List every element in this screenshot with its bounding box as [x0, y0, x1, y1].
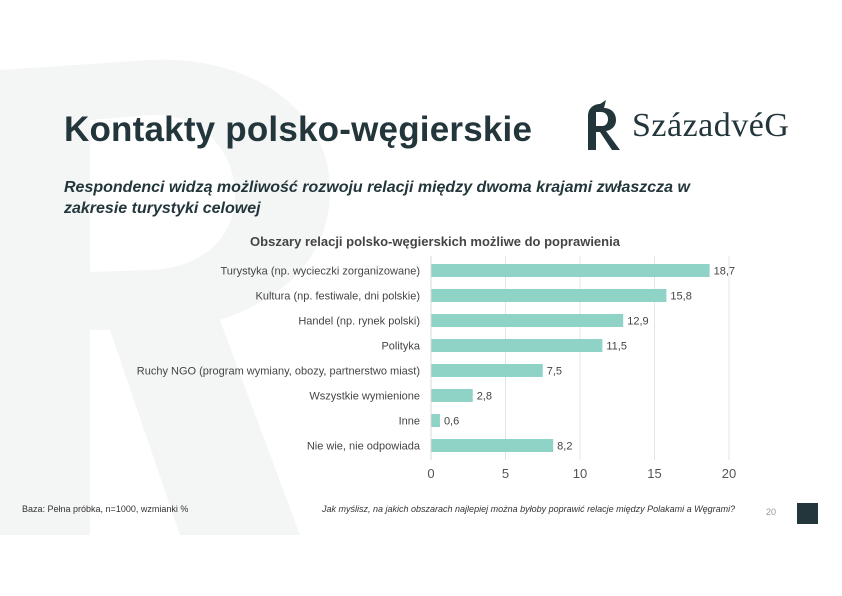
szazadveg-logo-icon [588, 100, 620, 150]
x-tick-label: 20 [722, 466, 736, 481]
bar-value-label: 7,5 [547, 366, 562, 378]
bar [431, 389, 473, 402]
bar [431, 289, 667, 302]
bar-value-label: 2,8 [477, 391, 492, 403]
bar [431, 264, 710, 277]
page-subtitle: Respondenci widzą możliwość rozwoju rela… [64, 179, 690, 217]
category-label: Turystyka (np. wycieczki zorganizowane) [221, 266, 421, 278]
bar [431, 314, 624, 327]
category-label: Polityka [381, 341, 420, 353]
bar [431, 339, 603, 352]
szazadveg-logo: SzázadvéG [586, 98, 789, 154]
category-label: Inne [399, 416, 420, 428]
bar-value-label: 0,6 [444, 416, 459, 428]
bar-value-label: 15,8 [670, 291, 691, 303]
bar [431, 439, 554, 452]
bar [431, 414, 440, 427]
bar-chart: Obszary relacji polsko-węgierskich możli… [0, 228, 842, 490]
category-label: Handel (np. rynek polski) [298, 316, 420, 328]
x-tick-label: 5 [502, 466, 509, 481]
x-tick-label: 10 [573, 466, 587, 481]
bar-value-label: 18,7 [714, 266, 735, 278]
chart-title: Obszary relacji polsko-węgierskich możli… [250, 234, 620, 249]
logo-wordmark: SzázadvéG [632, 107, 790, 144]
category-label: Nie wie, nie odpowiada [307, 441, 421, 453]
background-logo-shape [0, 59, 330, 535]
footer-sample-base: Baza: Pełna próbka, n=1000, wzmianki % [22, 504, 189, 514]
footer-survey-question: Jak myślisz, na jakich obszarach najlepi… [322, 504, 736, 514]
bar-value-label: 11,5 [606, 341, 627, 353]
page-number: 20 [766, 507, 777, 517]
bar-value-label: 12,9 [627, 316, 648, 328]
x-tick-label: 15 [647, 466, 661, 481]
category-label: Wszystkie wymienione [309, 391, 420, 403]
corner-square [797, 503, 818, 524]
category-label: Kultura (np. festiwale, dni polskie) [256, 291, 420, 303]
slide: Kontakty polsko-węgierskie SzázadvéG Res… [0, 59, 842, 535]
bar [431, 364, 543, 377]
bar-value-label: 8,2 [557, 441, 572, 453]
x-tick-label: 0 [427, 466, 434, 481]
page-title: Kontakty polsko-węgierskie [64, 110, 533, 149]
category-label: Ruchy NGO (program wymiany, obozy, partn… [137, 366, 420, 378]
chart-canvas: 0 5 10 15 20 Turystyka (np. wycieczki zorgani… [137, 256, 736, 481]
